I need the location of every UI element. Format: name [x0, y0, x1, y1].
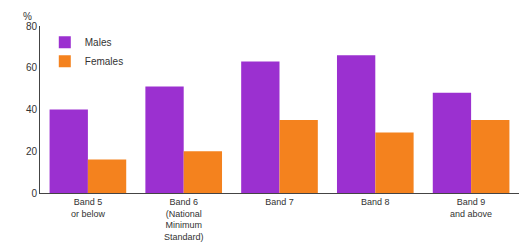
svg-text:60: 60 [26, 62, 38, 73]
svg-text:Males: Males [85, 37, 112, 48]
svg-text:Band 5or below: Band 5or below [71, 197, 106, 219]
svg-text:0: 0 [31, 188, 37, 199]
svg-text:Females: Females [85, 56, 123, 67]
svg-text:Band 6(NationalMinimumStandard: Band 6(NationalMinimumStandard) [164, 197, 204, 242]
svg-text:Band 8: Band 8 [361, 197, 390, 207]
svg-text:20: 20 [26, 146, 38, 157]
svg-text:80: 80 [26, 21, 38, 32]
svg-text:Band 9and above: Band 9and above [450, 197, 492, 219]
svg-text:Band 7: Band 7 [265, 197, 294, 207]
svg-text:%: % [23, 11, 32, 22]
svg-text:40: 40 [26, 104, 38, 115]
